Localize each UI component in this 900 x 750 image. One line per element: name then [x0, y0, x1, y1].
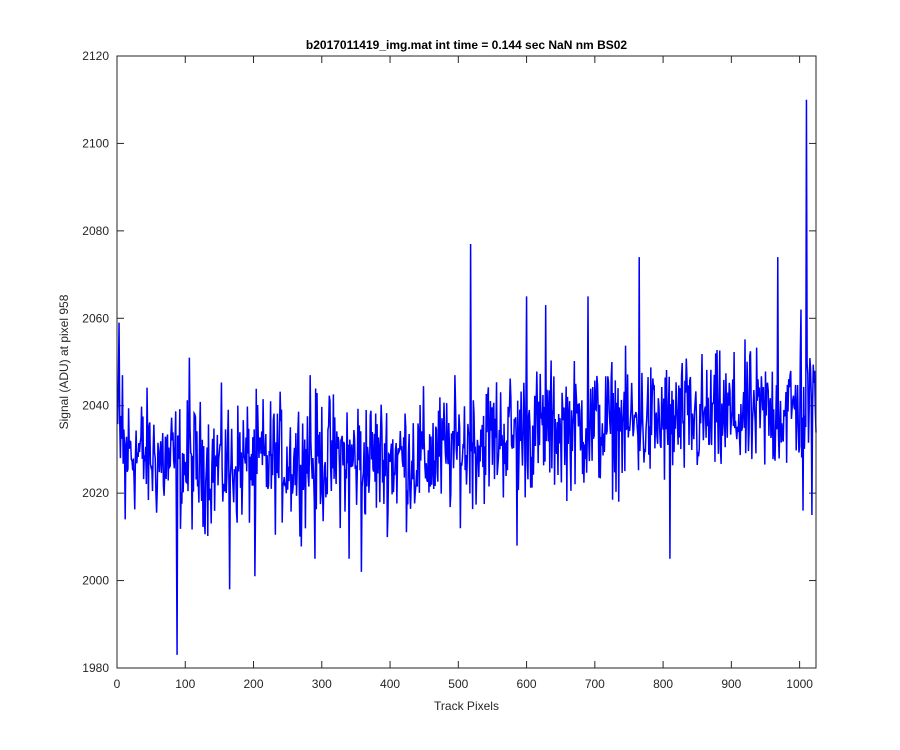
x-axis-label: Track Pixels: [434, 699, 499, 713]
y-tick-label: 2040: [82, 399, 109, 413]
x-tick-label: 900: [721, 677, 741, 691]
y-tick-label: 2120: [82, 49, 109, 63]
x-axis-ticks: 0 100 200 300 400 500 600 700 800 900 1000: [114, 56, 813, 691]
x-tick-label: 0: [114, 677, 121, 691]
x-tick-label: 600: [517, 677, 537, 691]
x-tick-label: 100: [175, 677, 195, 691]
x-tick-label: 1000: [786, 677, 813, 691]
y-tick-label: 1980: [82, 661, 109, 675]
x-tick-label: 800: [653, 677, 673, 691]
y-tick-label: 2080: [82, 224, 109, 238]
y-tick-label: 2100: [82, 136, 109, 150]
y-axis-label: Signal (ADU) at pixel 958: [57, 294, 71, 429]
signal-series-line: [116, 99, 817, 655]
y-tick-label: 2060: [82, 311, 109, 325]
plot-area: [117, 56, 816, 668]
x-tick-label: 700: [585, 677, 605, 691]
y-axis-ticks: 1980 2000 2020 2040 2060 2080 2100 2120: [82, 49, 816, 675]
x-tick-label: 500: [448, 677, 468, 691]
x-tick-label: 200: [244, 677, 264, 691]
y-tick-label: 2020: [82, 486, 109, 500]
chart-title: b2017011419_img.mat int time = 0.144 sec…: [306, 38, 628, 52]
x-tick-label: 300: [312, 677, 332, 691]
y-tick-label: 2000: [82, 574, 109, 588]
axes-box: [116, 55, 817, 669]
x-tick-label: 400: [380, 677, 400, 691]
